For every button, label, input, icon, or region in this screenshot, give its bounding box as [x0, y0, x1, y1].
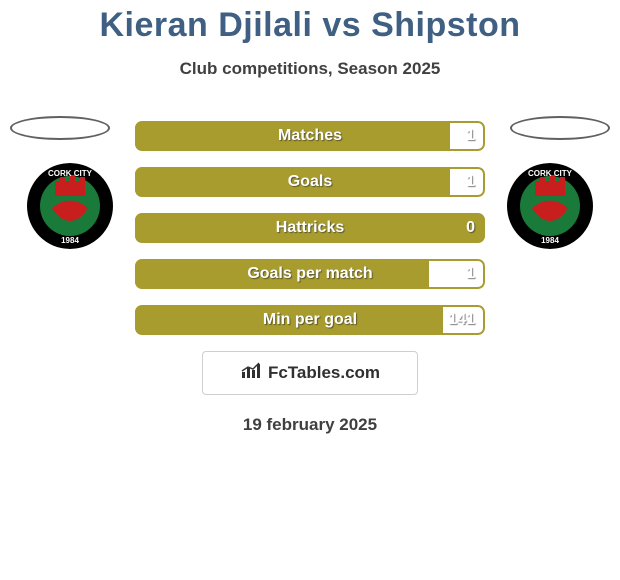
stat-label: Hattricks [276, 219, 344, 237]
crest-year: 1984 [541, 236, 559, 245]
stat-bar-goals: Goals 1 [135, 167, 485, 197]
player-avatar-placeholder-left [10, 116, 110, 140]
attribution-badge: FcTables.com [202, 351, 418, 395]
attribution-text: FcTables.com [268, 363, 380, 383]
stat-label: Goals [288, 173, 332, 191]
cork-city-crest-icon: CORK CITY 1984 [500, 163, 600, 249]
club-badge-left: CORK CITY 1984 [20, 163, 120, 249]
comparison-card: Kieran Djilali vs Shipston Club competit… [0, 0, 620, 580]
stat-bar-hattricks: Hattricks 0 [135, 213, 485, 243]
stat-value: 1 [466, 265, 475, 283]
date-text: 19 february 2025 [0, 415, 620, 435]
stat-bar-min-per-goal: Min per goal 141 [135, 305, 485, 335]
page-subtitle: Club competitions, Season 2025 [0, 59, 620, 79]
bar-chart-icon [240, 362, 262, 385]
crest-year: 1984 [61, 236, 79, 245]
stat-bar-goals-per-match: Goals per match 1 [135, 259, 485, 289]
stat-bar-matches: Matches 1 [135, 121, 485, 151]
player-avatar-placeholder-right [510, 116, 610, 140]
stat-value: 141 [448, 311, 475, 329]
crest-top-text: CORK CITY [528, 169, 573, 178]
stat-value: 0 [466, 219, 475, 237]
stat-label: Min per goal [263, 311, 357, 329]
stat-value: 1 [466, 127, 475, 145]
page-title: Kieran Djilali vs Shipston [0, 0, 620, 45]
club-badge-right: CORK CITY 1984 [500, 163, 600, 249]
stat-label: Goals per match [247, 265, 372, 283]
cork-city-crest-icon: CORK CITY 1984 [20, 163, 120, 249]
stats-section: CORK CITY 1984 CORK CITY 1984 Matches 1 [0, 121, 620, 335]
crest-top-text: CORK CITY [48, 169, 93, 178]
stat-bars: Matches 1 Goals 1 Hattricks 0 Goals per … [135, 121, 485, 335]
stat-value: 1 [466, 173, 475, 191]
stat-label: Matches [278, 127, 342, 145]
